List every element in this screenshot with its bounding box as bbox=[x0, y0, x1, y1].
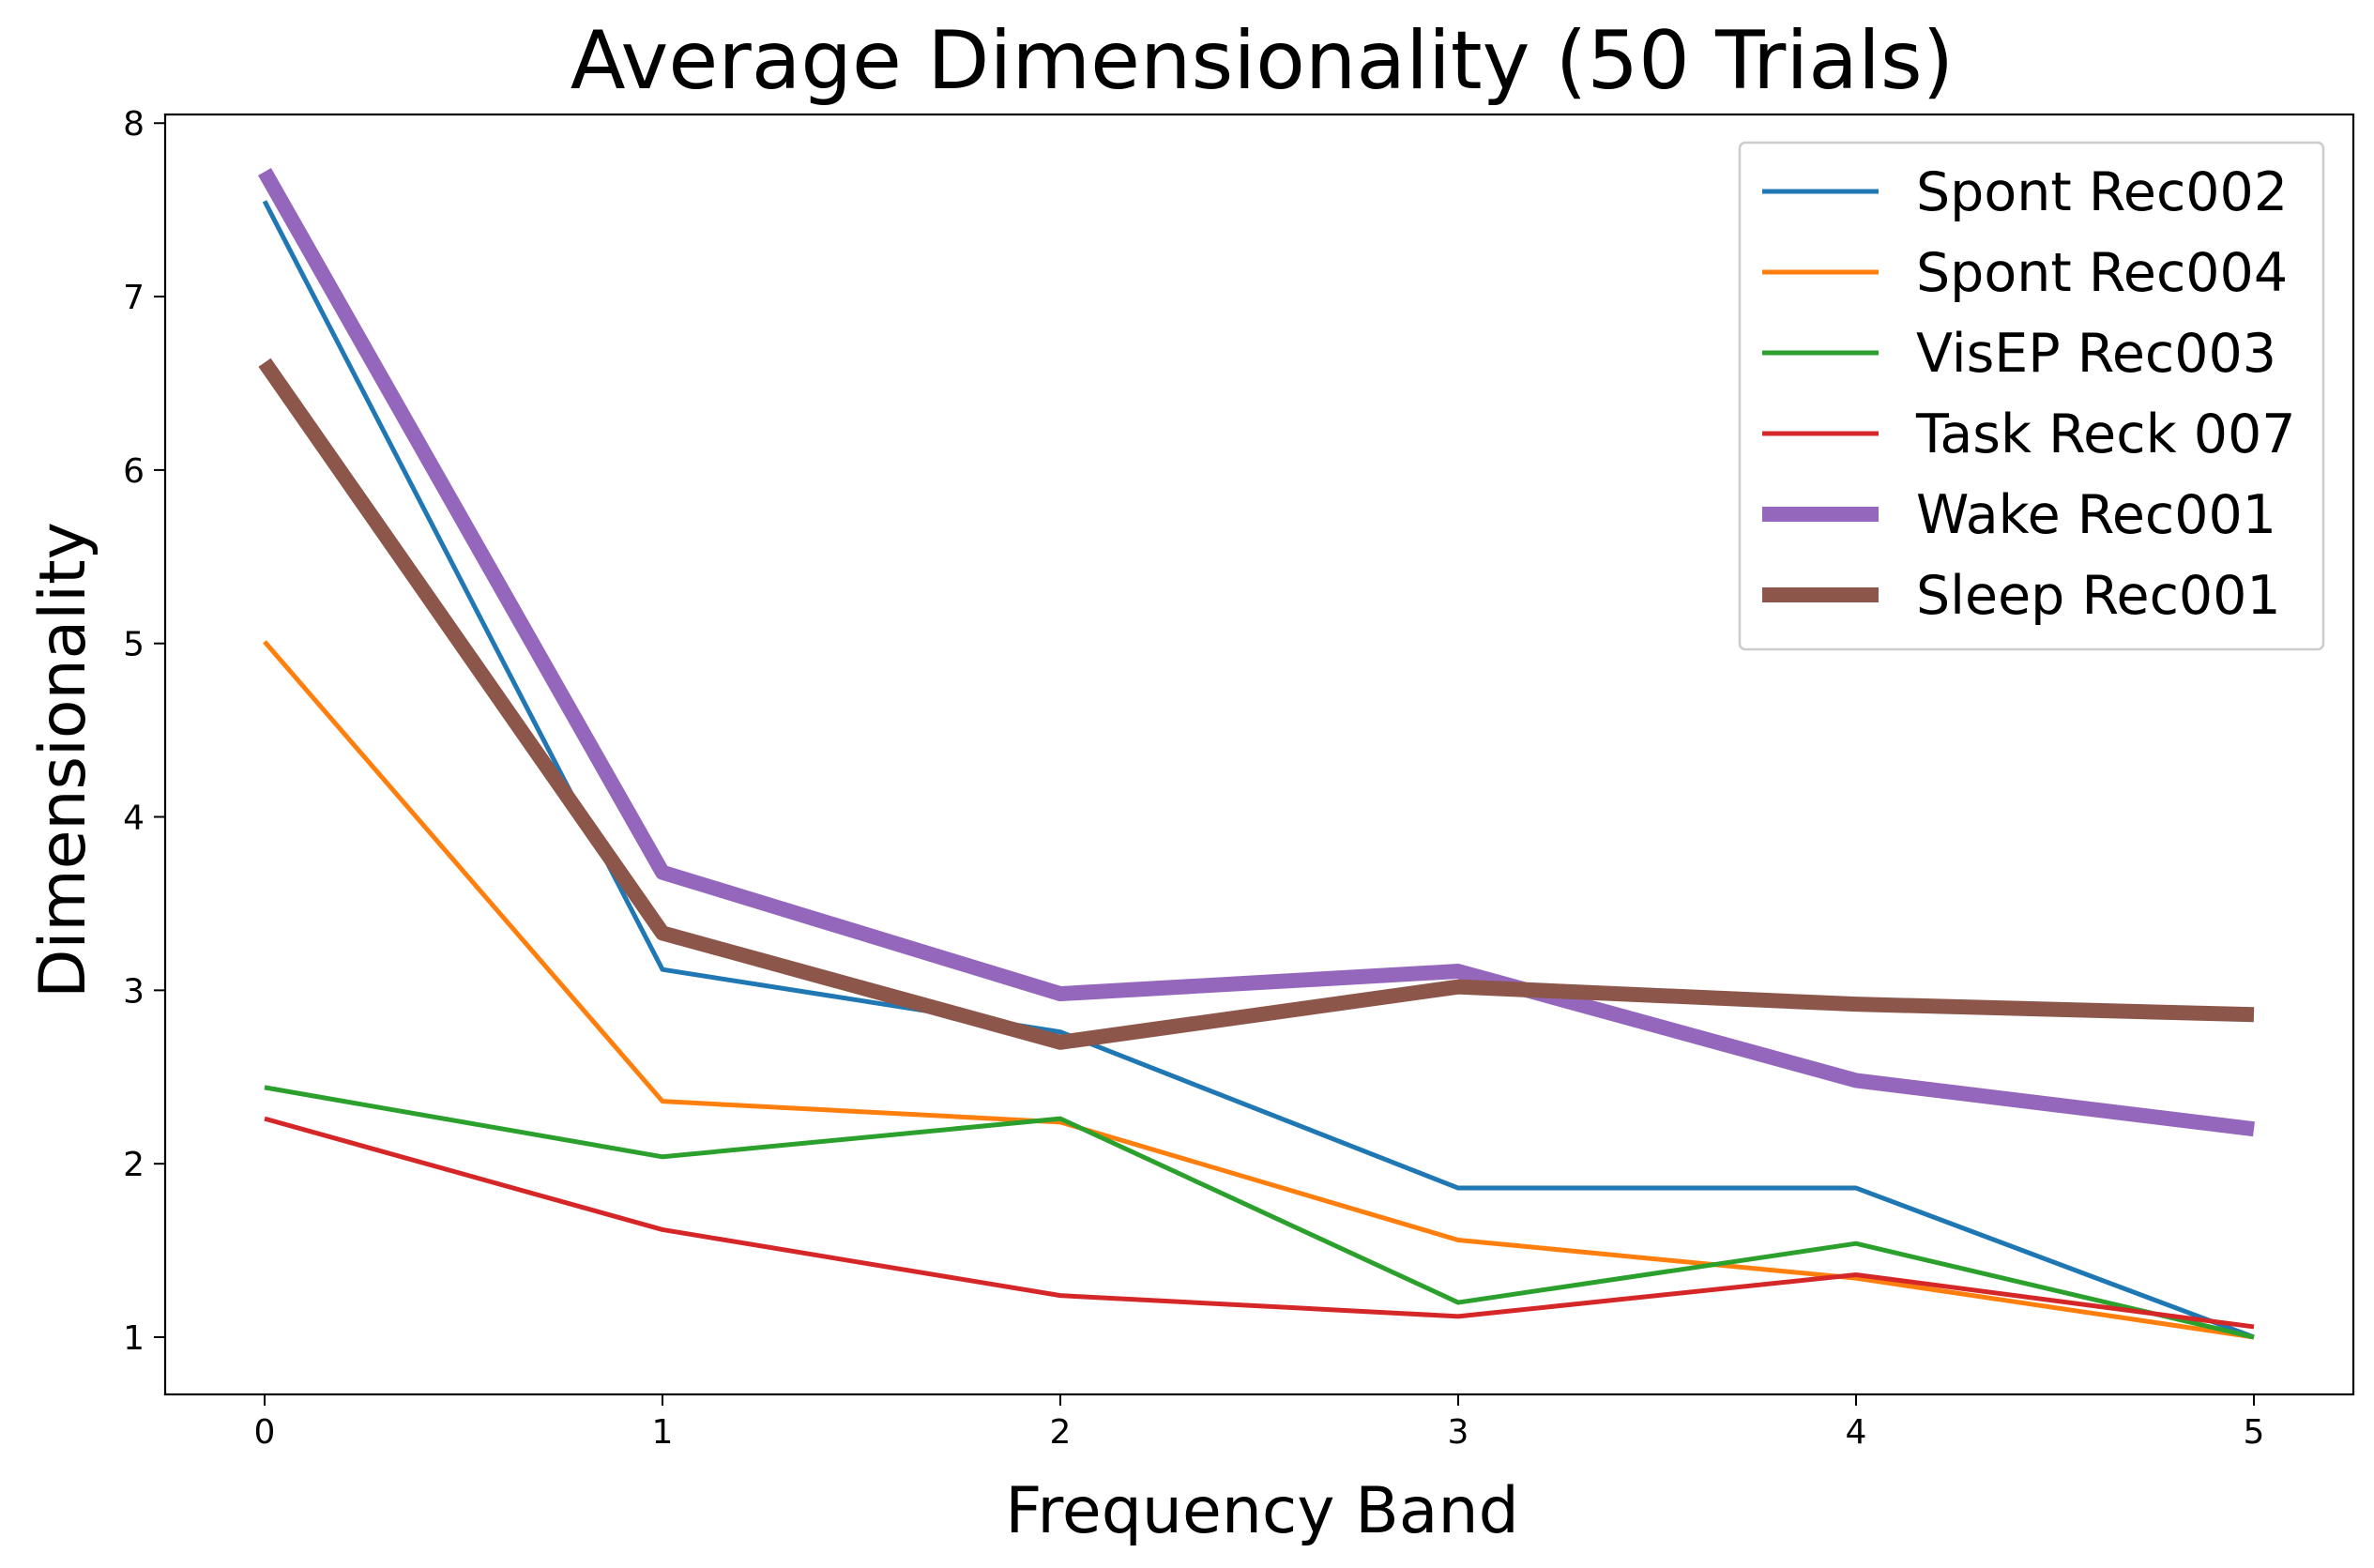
y-tick-label: 3 bbox=[123, 972, 145, 1011]
y-tick-label: 8 bbox=[123, 105, 145, 144]
x-tick-label: 0 bbox=[254, 1413, 276, 1452]
y-tick-label: 5 bbox=[123, 626, 145, 664]
series-line-sleep-rec001 bbox=[258, 358, 2255, 1050]
legend-label: Sleep Rec001 bbox=[1916, 565, 2281, 627]
series-line-visep-rec003 bbox=[264, 1085, 2255, 1340]
legend-label: Wake Rec001 bbox=[1916, 484, 2276, 546]
legend-label: Task Reck 007 bbox=[1915, 403, 2296, 465]
y-tick-label: 6 bbox=[123, 452, 145, 491]
x-axis: 0 1 2 3 4 5 bbox=[254, 1394, 2265, 1452]
x-tick-label: 5 bbox=[2244, 1413, 2265, 1452]
y-tick-label: 4 bbox=[123, 799, 145, 838]
series-line-spont-rec004 bbox=[263, 640, 2255, 1340]
x-tick-label: 3 bbox=[1448, 1413, 1469, 1452]
y-axis-label: Dimensionality bbox=[26, 522, 100, 998]
chart-title: Average Dimensionality (50 Trials) bbox=[571, 14, 1954, 108]
y-tick-label: 7 bbox=[123, 279, 145, 317]
legend-label: Spont Rec002 bbox=[1916, 161, 2288, 223]
legend-label: Spont Rec004 bbox=[1916, 242, 2288, 304]
plot-area bbox=[258, 168, 2255, 1340]
y-tick-label: 1 bbox=[123, 1319, 145, 1358]
axes-frame bbox=[163, 113, 2355, 1396]
x-tick-label: 4 bbox=[1846, 1413, 1867, 1452]
series-line-wake-rec001 bbox=[258, 168, 2255, 1137]
x-tick-label: 1 bbox=[652, 1413, 674, 1452]
y-tick-label: 2 bbox=[123, 1146, 145, 1184]
y-axis: 1 2 3 4 5 6 7 8 bbox=[123, 105, 165, 1358]
x-tick-label: 2 bbox=[1050, 1413, 1072, 1452]
legend: Spont Rec002 Spont Rec004 VisEP Rec003 Task… bbox=[1738, 141, 2325, 651]
legend-label: VisEP Rec003 bbox=[1916, 323, 2276, 385]
x-axis-label: Frequency Band bbox=[1005, 1474, 1519, 1548]
series-line-task-reck-007 bbox=[264, 1116, 2255, 1330]
legend-box bbox=[1738, 141, 2325, 651]
